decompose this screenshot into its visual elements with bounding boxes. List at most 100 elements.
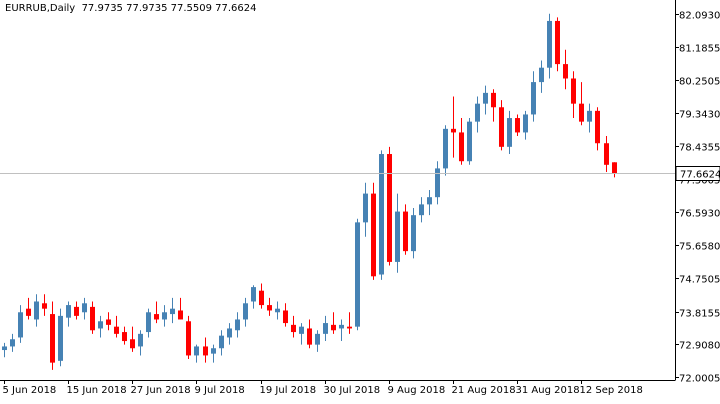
candle — [427, 189, 432, 216]
candle-body — [186, 321, 191, 356]
candle — [58, 308, 63, 367]
y-tick-label: 74.7505 — [679, 275, 720, 286]
candle-body — [403, 211, 408, 252]
candle — [547, 13, 552, 79]
candle-body — [82, 303, 87, 313]
candle-body — [2, 346, 7, 351]
candle — [154, 301, 159, 324]
candle-body — [323, 323, 328, 334]
candle-body — [267, 305, 272, 311]
candle — [251, 285, 256, 309]
candle-body — [315, 333, 320, 345]
candle — [162, 305, 167, 327]
candle — [34, 294, 39, 327]
candle — [379, 150, 384, 280]
candle — [491, 89, 496, 122]
candle-body — [523, 114, 528, 133]
candle-body — [154, 314, 159, 320]
candle-body — [595, 110, 600, 144]
x-tick-label: 31 Aug 2018 — [516, 385, 580, 396]
candle-body — [571, 78, 576, 104]
candle — [507, 110, 512, 155]
candle-body — [275, 308, 280, 313]
candle — [275, 301, 280, 320]
candle — [347, 312, 352, 334]
candle-body — [90, 306, 95, 331]
candle-body — [203, 346, 208, 356]
candle-body — [419, 204, 424, 216]
candle-body — [178, 310, 183, 320]
candle-body — [307, 328, 312, 345]
candle — [122, 326, 127, 345]
candle — [371, 182, 376, 280]
candle — [114, 315, 119, 338]
candle — [571, 71, 576, 119]
price-axis: 82.093081.185580.250579.343078.435577.50… — [675, 11, 720, 385]
candle-body — [467, 121, 472, 162]
candle — [42, 294, 47, 316]
candle — [26, 297, 31, 320]
candle — [98, 315, 103, 338]
chart-frame — [0, 0, 676, 381]
candle — [299, 323, 304, 345]
candle-body — [114, 326, 119, 334]
candle — [227, 323, 232, 345]
candle — [483, 85, 488, 115]
candle-body — [299, 326, 304, 334]
candle — [435, 161, 440, 205]
candle-body — [259, 290, 264, 306]
candle-body — [339, 324, 344, 329]
candle — [612, 162, 617, 178]
candle-body — [483, 92, 488, 104]
candle-body — [515, 118, 520, 133]
candle-body — [355, 222, 360, 327]
candle — [403, 204, 408, 255]
candle-body — [291, 324, 296, 333]
candle-body — [194, 346, 199, 356]
candle — [563, 49, 568, 90]
candle — [523, 110, 528, 140]
candle-body — [612, 162, 617, 174]
candle — [475, 96, 480, 133]
candle-body — [211, 348, 216, 354]
candle-body — [491, 92, 496, 108]
candle-body — [587, 110, 592, 122]
candle-body — [235, 319, 240, 331]
y-tick-label: 80.2505 — [679, 77, 720, 88]
candle — [50, 301, 55, 370]
candle — [283, 303, 288, 327]
candle — [170, 297, 175, 324]
candle-body — [604, 143, 609, 165]
candle-body — [26, 308, 31, 316]
candle — [339, 319, 344, 342]
x-tick-label: 15 Jun 2018 — [67, 385, 127, 396]
candle-body — [227, 328, 232, 338]
candle — [604, 136, 609, 173]
candle-body — [50, 314, 55, 363]
candle-body — [74, 306, 79, 316]
candle — [331, 312, 336, 334]
time-axis: 5 Jun 2018 15 Jun 2018 27 Jun 2018 9 Jul 20… — [3, 380, 643, 396]
candle — [411, 207, 416, 259]
candle-body — [130, 339, 135, 349]
current-price-label: 77.6624 — [680, 170, 720, 181]
candle-body — [379, 154, 384, 275]
x-tick-label: 5 Jun 2018 — [3, 385, 57, 396]
candle-body — [283, 310, 288, 324]
candle-body — [459, 132, 464, 162]
candle — [130, 326, 135, 352]
candle — [355, 218, 360, 331]
candle-body — [563, 64, 568, 79]
y-tick-label: 79.3430 — [679, 110, 720, 121]
y-tick-label: 81.1855 — [679, 44, 720, 55]
candle — [387, 146, 392, 266]
x-tick-label: 19 Jul 2018 — [260, 385, 317, 396]
x-tick-label: 21 Aug 2018 — [452, 385, 516, 396]
candle-body — [243, 303, 248, 320]
candle — [194, 344, 199, 363]
candle — [235, 312, 240, 338]
candle-body — [363, 193, 368, 223]
current-price-badge — [675, 166, 720, 181]
